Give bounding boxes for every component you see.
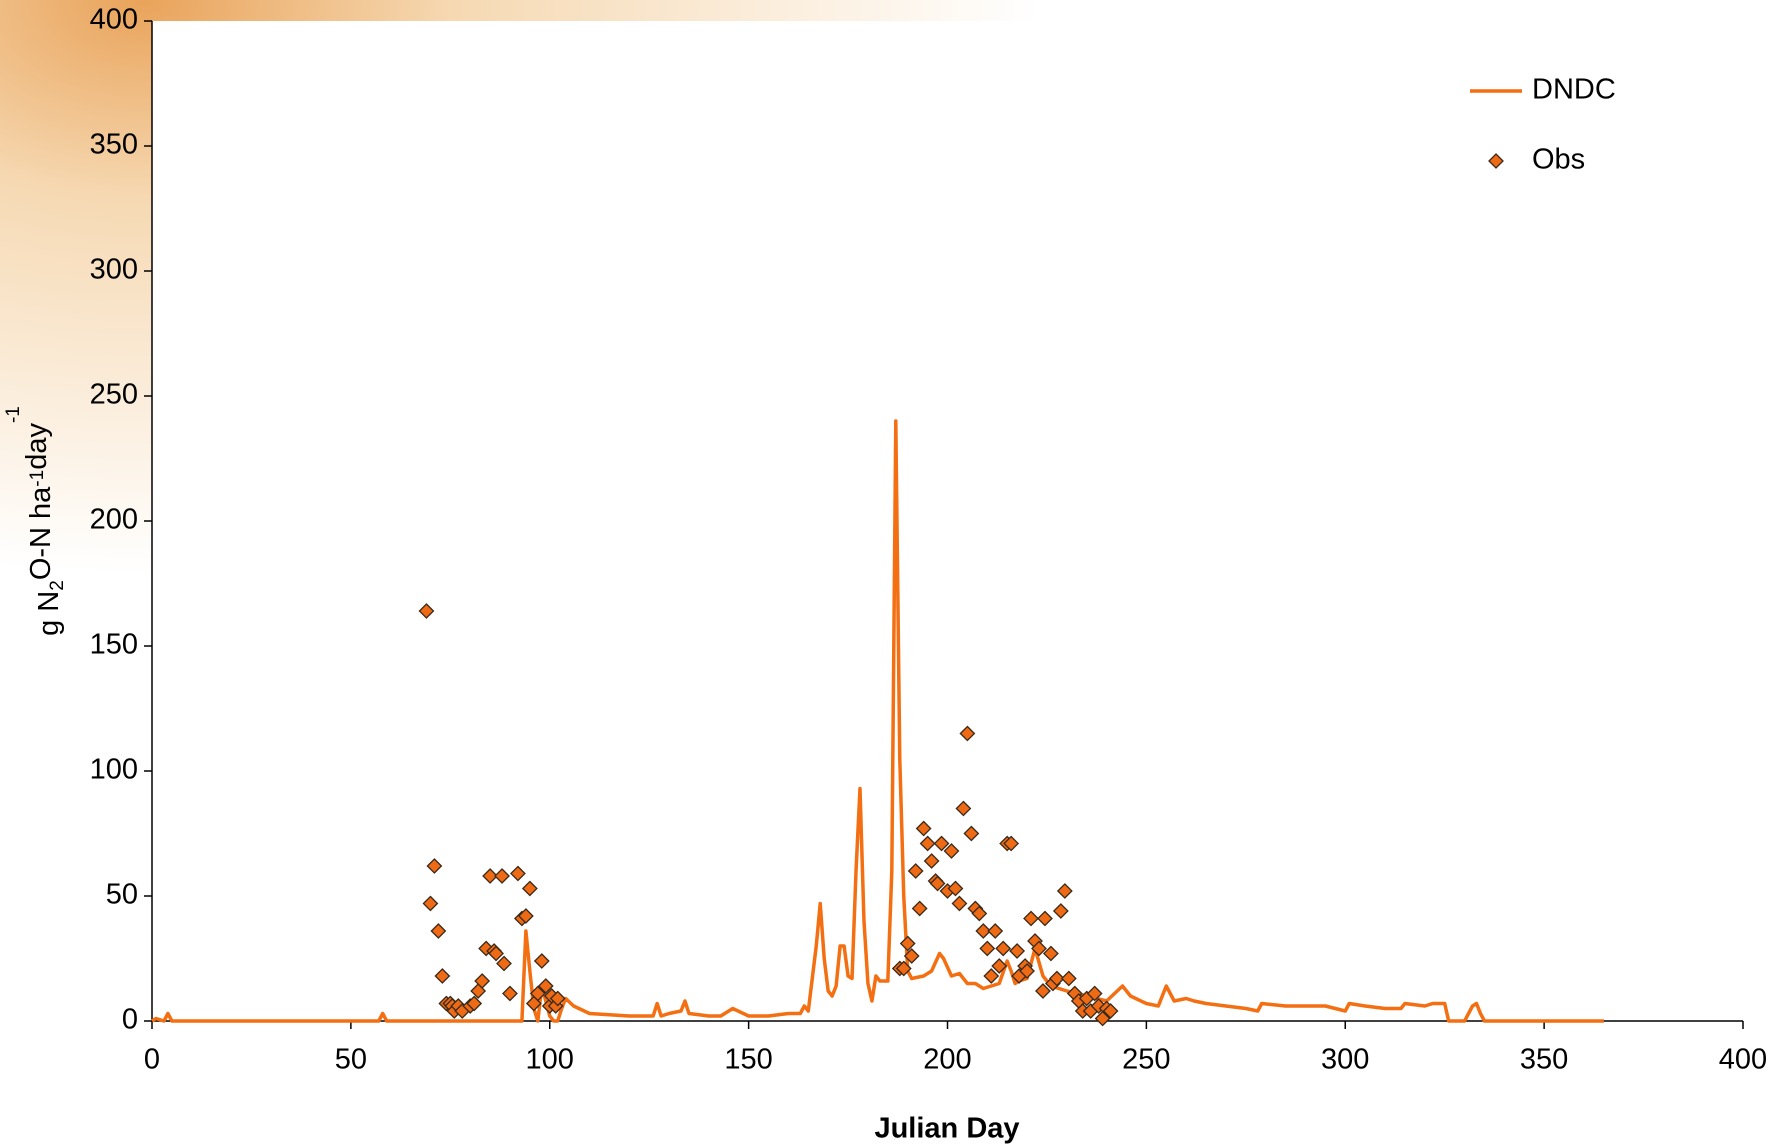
y-axis-label-part: day [21, 423, 53, 470]
y-tick-label: 250 [90, 379, 138, 411]
x-tick-label: 350 [1520, 1044, 1568, 1076]
y-axis-label-part: g N [33, 591, 65, 636]
y-tick-label: 300 [90, 254, 138, 286]
x-axis-label: Julian Day [874, 1113, 1019, 1145]
y-tick-label: 50 [106, 879, 138, 911]
plot-area [152, 21, 1743, 1021]
y-axis-label-part: O-N ha [25, 486, 57, 580]
y-tick-label: 100 [90, 754, 138, 786]
y-tick-label: 150 [90, 629, 138, 661]
y-axis-label-part: 2 [47, 580, 68, 591]
legend-label: DNDC [1532, 74, 1616, 106]
y-tick-label: 0 [122, 1004, 138, 1036]
x-tick-label: 50 [335, 1044, 367, 1076]
y-axis-label-part: -1 [27, 470, 48, 487]
x-tick-label: 150 [724, 1044, 772, 1076]
x-tick-label: 400 [1719, 1044, 1767, 1076]
x-tick-label: 300 [1321, 1044, 1369, 1076]
x-tick-label: 200 [923, 1044, 971, 1076]
x-tick-label: 250 [1122, 1044, 1170, 1076]
y-axis-label-part: -1 [3, 406, 24, 423]
y-tick-label: 400 [90, 4, 138, 36]
chart: Julian Day g N2O-N ha-1day-1 05010015020… [0, 0, 1792, 1148]
legend-label: Obs [1532, 144, 1585, 176]
x-tick-label: 0 [144, 1044, 160, 1076]
y-tick-label: 200 [90, 504, 138, 536]
y-tick-label: 350 [90, 129, 138, 161]
x-tick-label: 100 [526, 1044, 574, 1076]
